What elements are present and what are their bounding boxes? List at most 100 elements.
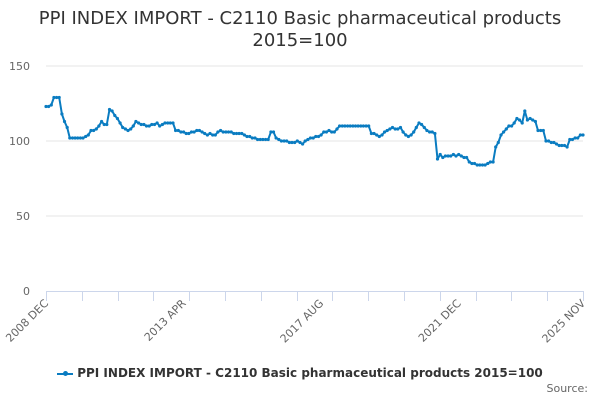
data-point-marker (171, 121, 175, 125)
data-point-marker (576, 136, 580, 140)
data-point-marker (147, 124, 151, 128)
data-point-marker (70, 136, 75, 140)
data-point-marker (97, 124, 101, 128)
data-point-marker (229, 130, 233, 134)
data-point-marker (351, 124, 355, 128)
data-point-marker (496, 140, 500, 145)
data-point-marker (560, 143, 564, 148)
data-point-marker (454, 154, 458, 158)
data-point-marker (282, 139, 286, 143)
data-point-marker (221, 130, 225, 134)
legend-item[interactable]: PPI INDEX IMPORT - C2110 Basic pharmaceu… (0, 366, 600, 380)
data-point-marker (306, 137, 310, 142)
x-tick-label: 2025 NOV (540, 297, 589, 346)
data-point-marker (441, 155, 445, 160)
data-point-marker (465, 155, 469, 160)
data-point-marker (150, 122, 154, 127)
data-point-marker (182, 130, 186, 134)
data-point-marker (166, 121, 170, 125)
data-point-marker (549, 140, 553, 145)
data-point-marker (346, 124, 350, 128)
data-point-marker (401, 130, 405, 134)
data-point-marker (457, 152, 461, 157)
data-point-marker (435, 157, 440, 161)
data-point-marker (102, 122, 106, 127)
data-point-marker (557, 143, 561, 148)
data-point-marker (348, 124, 352, 128)
data-point-marker (134, 119, 138, 124)
x-tick-label: 2013 APR (142, 297, 189, 344)
legend-label: PPI INDEX IMPORT - C2110 Basic pharmaceu… (77, 366, 543, 380)
data-point-marker (390, 125, 395, 130)
data-point-marker (144, 124, 149, 128)
x-axis: 2008 DEC 2013 APR 2017 AUG 2021 DEC 2025 NOV (3, 291, 588, 346)
x-tick-label: 2017 AUG (278, 297, 327, 346)
data-point-marker (213, 133, 217, 137)
data-point-marker (428, 130, 432, 134)
data-point-marker (581, 133, 585, 137)
data-point-marker (340, 124, 344, 128)
data-point-marker (110, 109, 114, 113)
data-point-marker (107, 107, 112, 112)
data-point-marker (335, 127, 339, 131)
data-point-marker (298, 140, 302, 145)
data-point-marker (393, 127, 397, 131)
data-point-marker (73, 136, 77, 140)
data-point-marker (205, 133, 209, 137)
data-point-marker (568, 137, 572, 142)
data-point-marker (528, 116, 532, 121)
data-point-marker (113, 113, 117, 118)
data-point-marker (343, 124, 347, 128)
data-point-marker (388, 127, 392, 131)
data-point-marker (208, 131, 212, 136)
data-point-marker (324, 130, 328, 134)
data-point-marker (494, 145, 498, 149)
chart-title: PPI INDEX IMPORT - C2110 Basic pharmaceu… (0, 8, 600, 52)
data-point-marker (377, 134, 381, 139)
data-point-marker (361, 124, 365, 128)
data-point-marker (308, 136, 313, 140)
data-point-marker (62, 119, 67, 124)
data-point-marker (187, 131, 191, 136)
gridlines (46, 65, 583, 217)
data-point-marker (412, 130, 416, 134)
data-point-marker (425, 128, 429, 133)
data-point-marker (211, 133, 215, 137)
data-point-marker (55, 95, 59, 100)
data-point-marker (232, 131, 236, 136)
data-point-marker (219, 128, 223, 133)
data-point-marker (174, 128, 178, 133)
data-point-marker (216, 130, 220, 134)
data-point-marker (92, 128, 96, 133)
data-point-marker (449, 154, 453, 158)
data-point-marker (81, 136, 85, 140)
data-point-marker (301, 142, 305, 146)
data-point-marker (515, 116, 519, 121)
data-point-marker (372, 131, 376, 136)
data-point-marker (57, 95, 61, 100)
data-point-marker (277, 137, 281, 142)
data-point-marker (573, 136, 577, 140)
data-point-marker (547, 139, 551, 143)
data-point-marker (293, 140, 297, 145)
data-point-marker (462, 155, 466, 160)
data-point-marker (224, 130, 228, 134)
y-axis: 0 50 100 150 (9, 60, 30, 298)
data-point-marker (274, 136, 278, 140)
data-point-marker (264, 137, 268, 142)
data-point-marker (578, 133, 583, 137)
data-point-marker (84, 134, 88, 139)
data-point-marker (478, 163, 482, 167)
data-point-marker (404, 133, 408, 137)
data-point-marker (176, 128, 180, 133)
data-point-marker (409, 133, 413, 137)
data-point-marker (234, 131, 239, 136)
data-point-marker (422, 125, 426, 130)
data-point-marker (364, 124, 368, 128)
data-point-marker (467, 160, 471, 164)
data-point-marker (311, 136, 315, 140)
data-point-marker (123, 127, 127, 131)
data-point-marker (287, 140, 291, 145)
data-point-marker (552, 140, 556, 145)
data-point-marker (510, 124, 514, 128)
